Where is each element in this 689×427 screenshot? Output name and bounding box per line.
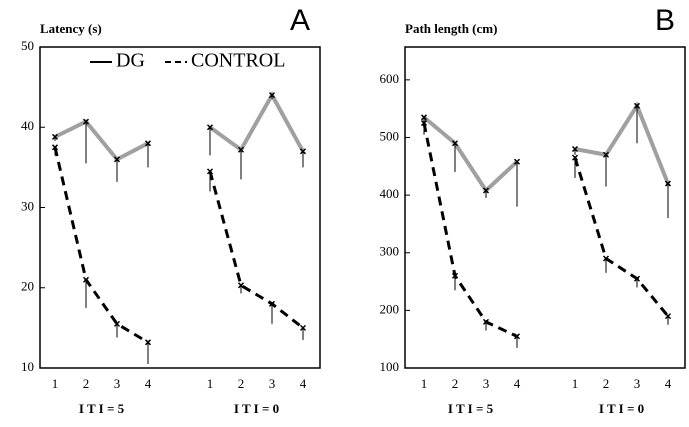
series-line — [54, 119, 149, 162]
y-tick-label: 400 — [380, 186, 400, 201]
point-marker — [299, 324, 307, 331]
point-marker — [237, 146, 245, 153]
series-line — [208, 170, 304, 330]
y-tick-label: 40 — [21, 118, 34, 133]
x-tick-label: 3 — [114, 376, 121, 391]
y-tick-label: 30 — [21, 198, 34, 213]
point-marker — [237, 282, 245, 289]
plot-frame — [39, 46, 321, 369]
point-marker — [299, 148, 307, 155]
x-tick-label: 2 — [603, 376, 610, 391]
legend-label: DG — [116, 50, 145, 72]
y-tick-label: 500 — [380, 128, 400, 143]
point-marker — [206, 124, 214, 131]
point-marker — [513, 333, 521, 340]
x-tick-label: 1 — [421, 376, 428, 391]
x-tick-label: 3 — [269, 376, 276, 391]
series-line — [422, 115, 519, 194]
x-tick-label: 3 — [483, 376, 490, 391]
point-marker — [420, 120, 428, 127]
y-tick-label: 200 — [380, 301, 400, 316]
point-marker — [82, 118, 90, 125]
point-marker — [451, 140, 459, 147]
point-marker — [602, 151, 610, 158]
point-marker — [82, 276, 90, 283]
x-tick-label: 3 — [634, 376, 641, 391]
point-marker — [268, 92, 276, 99]
point-marker — [664, 313, 672, 320]
x-tick-label: 4 — [300, 376, 307, 391]
panel-label: A — [290, 4, 310, 37]
group-label: I T I = 0 — [599, 401, 644, 416]
point-marker — [144, 140, 152, 147]
x-tick-label: 2 — [83, 376, 90, 391]
series-line — [573, 157, 670, 318]
point-marker — [633, 275, 641, 282]
point-marker — [420, 114, 428, 121]
x-tick-label: 1 — [572, 376, 579, 391]
series-line — [53, 146, 149, 344]
point-marker — [482, 187, 490, 194]
point-marker — [206, 168, 214, 175]
point-marker — [571, 154, 579, 161]
chart-title: Path length (cm) — [405, 21, 497, 36]
x-tick-label: 2 — [452, 376, 459, 391]
plot-frame — [404, 46, 686, 369]
series-line — [208, 91, 305, 153]
point-marker — [602, 255, 610, 262]
point-marker — [51, 144, 59, 151]
group-label: I T I = 5 — [79, 401, 125, 416]
legend-label: CONTROL — [191, 50, 285, 72]
y-tick-label: 300 — [380, 244, 400, 259]
point-marker — [268, 300, 276, 307]
y-tick-label: 20 — [21, 279, 34, 294]
x-tick-label: 2 — [238, 376, 245, 391]
y-tick-label: 100 — [380, 359, 400, 374]
point-marker — [113, 320, 121, 327]
point-marker — [513, 158, 521, 165]
y-tick-label: 10 — [21, 359, 34, 374]
series-line — [422, 122, 518, 338]
point-marker — [482, 318, 490, 325]
group-label: I T I = 5 — [448, 401, 494, 416]
x-tick-label: 1 — [207, 376, 214, 391]
y-tick-label: 600 — [380, 71, 400, 86]
group-label: I T I = 0 — [234, 401, 279, 416]
point-marker — [451, 272, 459, 279]
point-marker — [571, 145, 579, 153]
point-marker — [144, 339, 152, 346]
x-tick-label: 4 — [665, 376, 672, 391]
panel-label: B — [655, 4, 675, 37]
point-marker — [51, 133, 59, 140]
x-tick-label: 1 — [52, 376, 59, 391]
point-marker — [113, 156, 121, 163]
point-marker — [664, 180, 672, 187]
y-tick-label: 50 — [21, 38, 34, 53]
x-tick-label: 4 — [145, 376, 152, 391]
x-tick-label: 4 — [514, 376, 521, 391]
chart-title: Latency (s) — [40, 21, 102, 36]
series-line — [574, 101, 670, 185]
point-marker — [633, 102, 641, 109]
